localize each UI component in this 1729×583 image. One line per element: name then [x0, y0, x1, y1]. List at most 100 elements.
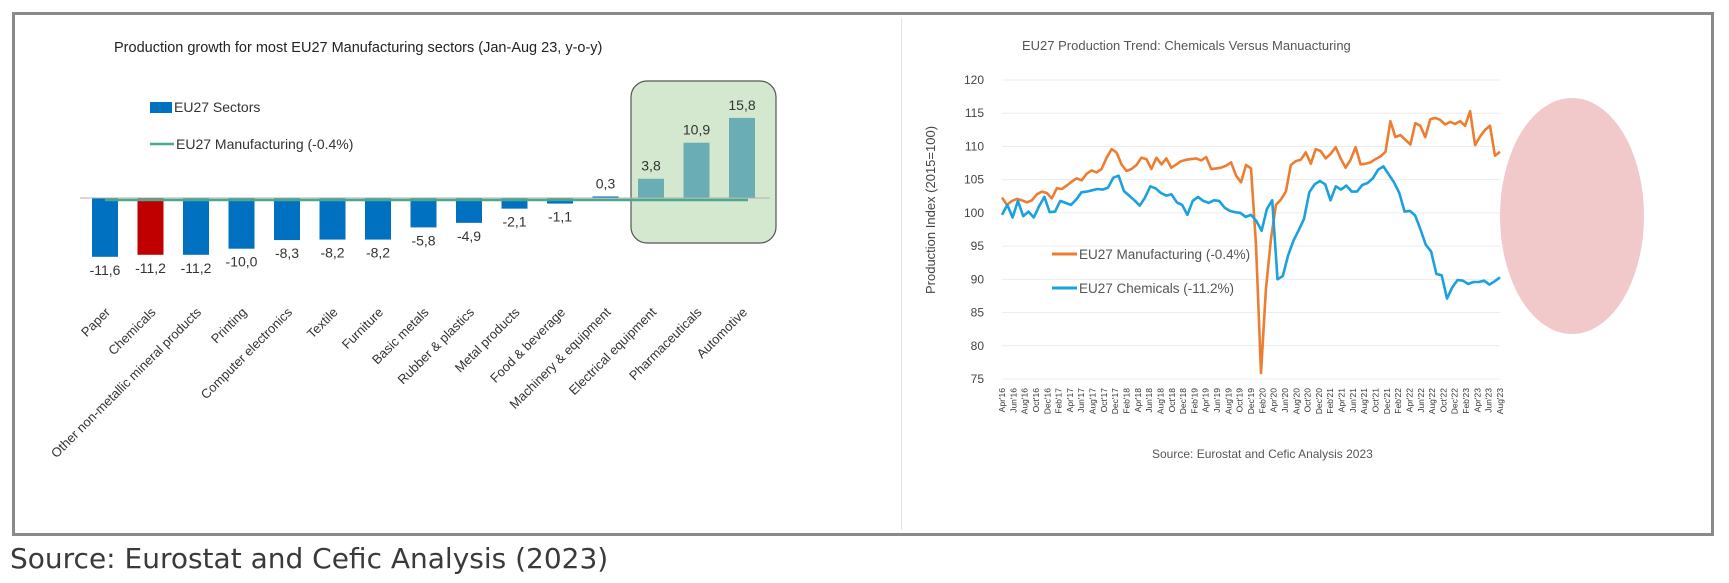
x-tick-label: Aug'17: [1088, 388, 1098, 414]
bar: [729, 117, 755, 198]
x-tick-label: Jun'17: [1076, 388, 1086, 413]
x-tick-label: Jun'20: [1280, 388, 1290, 413]
x-tick-label: Dec'17: [1110, 388, 1120, 414]
x-tick-label: Jun'23: [1484, 388, 1494, 413]
x-tick-label: Aug'18: [1155, 388, 1165, 414]
category-tick-label: Electrical equipment: [566, 304, 660, 398]
line-chart-title: EU27 Production Trend: Chemicals Versus …: [1022, 38, 1351, 53]
bar-value-label: 15,8: [728, 97, 755, 113]
legend-label-sectors: EU27 Sectors: [174, 99, 260, 115]
highlight-ellipse: [1500, 98, 1644, 334]
x-tick-label: Apr'18: [1133, 388, 1143, 413]
x-tick-label: Dec'22: [1450, 388, 1460, 414]
x-tick-label: Apr'17: [1065, 388, 1075, 413]
y-tick-label: 95: [971, 239, 985, 253]
x-tick-label: Feb'17: [1054, 388, 1064, 414]
bar-value-label: -10,0: [226, 254, 258, 270]
y-tick-label: 90: [971, 272, 985, 286]
x-tick-label: Dec'19: [1246, 388, 1256, 414]
x-tick-label: Oct'22: [1438, 388, 1448, 413]
x-tick-label: Aug'20: [1291, 388, 1301, 414]
category-tick-label: Rubber & plastics: [394, 304, 477, 387]
x-tick-label: Oct'20: [1303, 388, 1313, 413]
bar-value-label: -8,2: [320, 245, 344, 261]
y-tick-label: 75: [971, 372, 985, 386]
bar-value-label: -2,1: [502, 214, 526, 230]
bar: [274, 198, 300, 241]
bar: [410, 198, 437, 228]
x-tick-label: Dec'18: [1178, 388, 1188, 414]
x-tick-label: Feb'20: [1257, 388, 1267, 414]
x-tick-label: Oct'18: [1167, 388, 1177, 413]
y-tick-label: 100: [964, 206, 984, 220]
x-tick-label: Oct'16: [1031, 388, 1041, 413]
bar: [228, 198, 255, 249]
x-tick-label: Feb'18: [1122, 388, 1132, 414]
figure-frame: Production growth for most EU27 Manufact…: [12, 12, 1714, 536]
bar-chart-panel: Production growth for most EU27 Manufact…: [18, 18, 898, 530]
category-tick-label: Furniture: [339, 305, 386, 352]
x-tick-label: Dec'20: [1314, 388, 1324, 414]
x-tick-label: Oct'17: [1099, 388, 1109, 413]
x-tick-label: Feb'21: [1325, 388, 1335, 414]
bar-value-label: -11,6: [90, 262, 121, 278]
x-tick-label: Dec'16: [1042, 388, 1052, 414]
bar: [319, 198, 346, 240]
bar: [365, 198, 391, 240]
bar-value-label: -8,3: [275, 245, 299, 261]
legend-label-manufacturing: EU27 Manufacturing (-0.4%): [176, 136, 353, 152]
bar-value-label: -8,2: [366, 245, 390, 261]
x-tick-label: Feb'22: [1393, 388, 1403, 414]
y-tick-label: 120: [964, 73, 984, 87]
x-tick-label: Jun'21: [1348, 388, 1358, 413]
y-tick-label: 115: [965, 106, 984, 120]
bar-value-label: -1,1: [548, 209, 572, 225]
y-tick-label: 80: [971, 339, 985, 353]
x-tick-label: Oct'19: [1235, 388, 1245, 413]
bar: [137, 198, 164, 255]
bar: [683, 142, 710, 198]
bar-value-label: 10,9: [683, 122, 710, 138]
y-tick-label: 105: [964, 173, 984, 187]
x-tick-label: Aug'22: [1427, 388, 1437, 414]
x-tick-label: Jun'18: [1144, 388, 1154, 413]
bar: [638, 178, 664, 198]
y-tick-label: 110: [965, 139, 984, 153]
bar-value-label: 0,3: [596, 175, 616, 191]
x-tick-label: Aug'16: [1020, 388, 1030, 414]
x-tick-label: Aug'19: [1223, 388, 1233, 414]
x-tick-label: Jun'16: [1008, 388, 1018, 413]
x-tick-label: Aug'23: [1495, 388, 1505, 414]
category-tick-label: Textile: [304, 305, 341, 342]
category-tick-label: Computer electronics: [198, 304, 296, 402]
x-tick-label: Aug'21: [1359, 388, 1369, 414]
x-tick-label: Dec'21: [1382, 388, 1392, 414]
line-chart: EU27 Production Trend: Chemicals Versus …: [923, 38, 1644, 461]
manufacturing-series-line: [1000, 109, 1501, 375]
x-tick-label: Jun'22: [1416, 388, 1426, 413]
y-tick-label: 85: [971, 306, 985, 320]
chemicals-series-line: [1000, 165, 1501, 300]
line-chart-panel: EU27 Production Trend: Chemicals Versus …: [901, 18, 1712, 530]
bar-chart-title: Production growth for most EU27 Manufact…: [114, 40, 602, 56]
legend-label-chemicals-line: EU27 Chemicals (-11.2%): [1079, 281, 1234, 296]
bar: [501, 198, 528, 209]
bar-value-label: -11,2: [181, 260, 212, 276]
bar: [456, 198, 482, 223]
y-axis-label: Production Index (2015=100): [923, 126, 938, 294]
x-tick-label: Oct'21: [1371, 388, 1381, 413]
footer-source: Source: Eurostat and Cefic Analysis (202…: [10, 542, 609, 575]
category-tick-label: Printing: [208, 305, 250, 347]
bar-chart: Production growth for most EU27 Manufact…: [48, 40, 777, 461]
x-tick-label: Apr'21: [1337, 388, 1347, 413]
chart-annotation: Source: Eurostat and Cefic Analysis 2023: [1152, 447, 1373, 461]
legend-label-manufacturing-line: EU27 Manufacturing (-0.4%): [1079, 247, 1250, 262]
x-tick-label: Jun'19: [1212, 388, 1222, 413]
bar: [592, 196, 619, 198]
x-tick-label: Apr'23: [1472, 388, 1482, 413]
bar-value-label: -11,2: [135, 260, 166, 276]
bar-value-label: -4,9: [457, 228, 481, 244]
x-tick-label: Feb'19: [1189, 388, 1199, 414]
bar-value-label: -5,8: [411, 232, 435, 248]
bar: [92, 198, 118, 257]
